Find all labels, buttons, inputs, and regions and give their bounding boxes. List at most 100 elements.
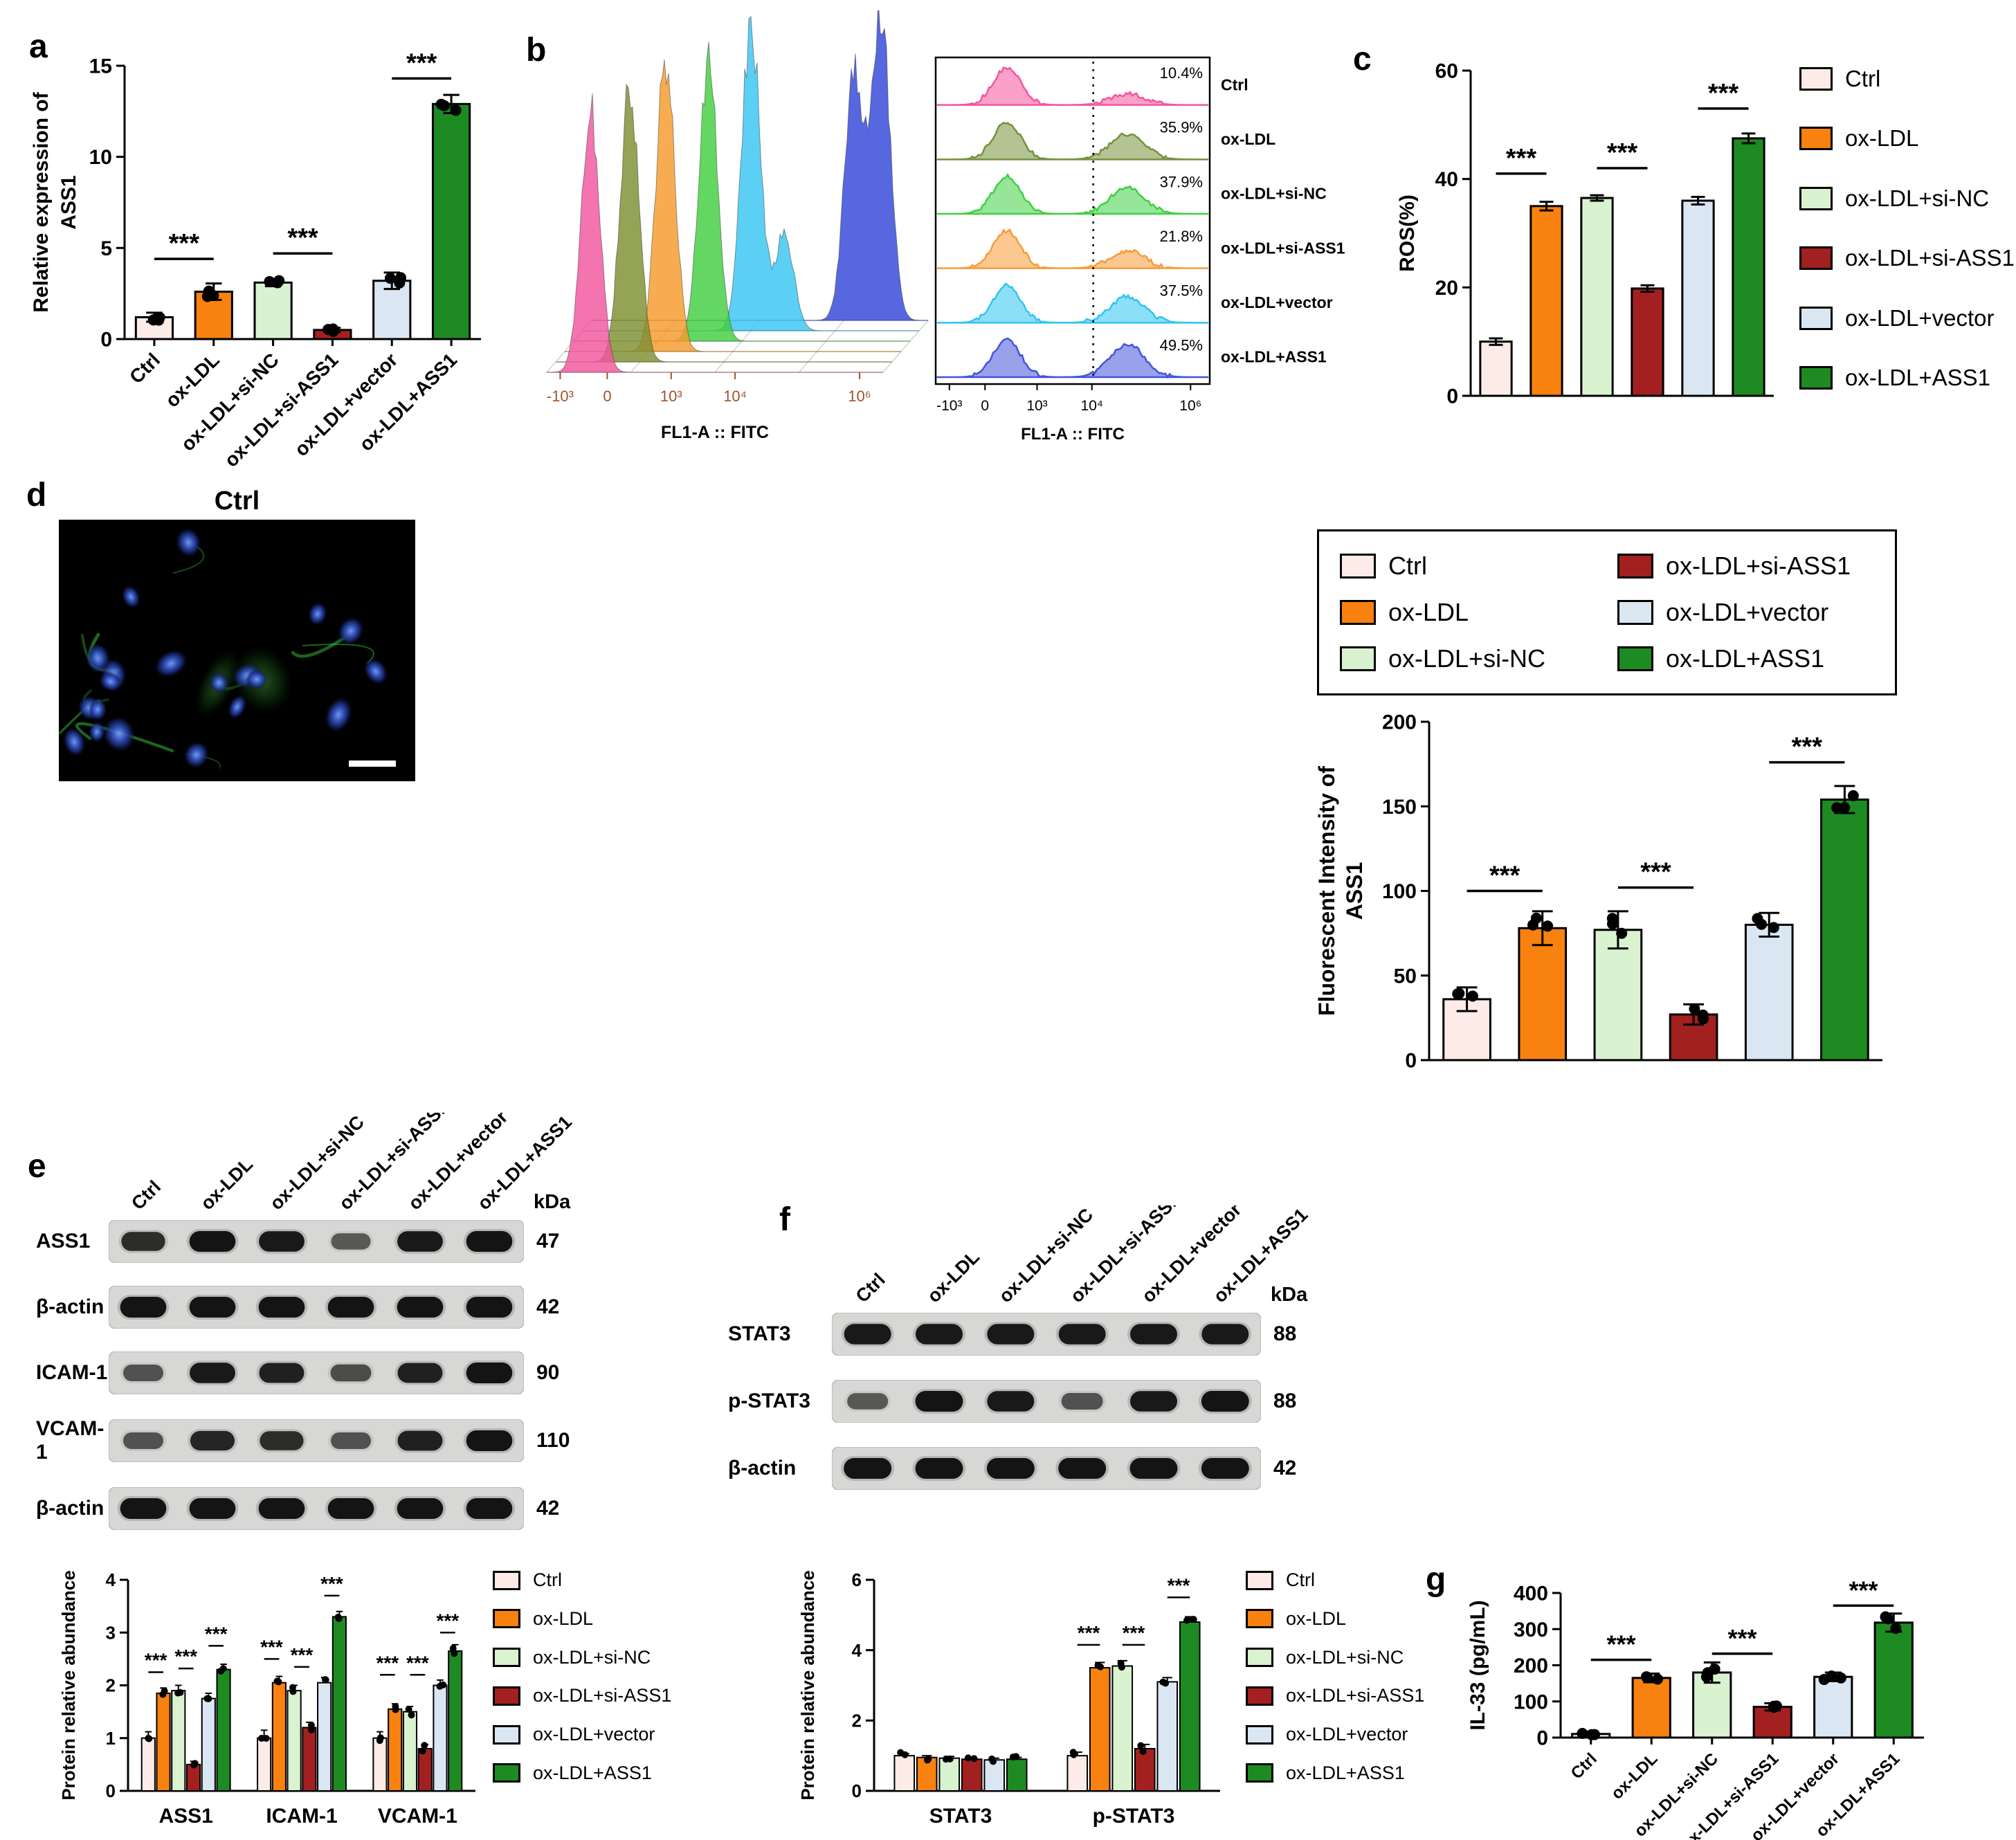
blot-band bbox=[1129, 1458, 1178, 1479]
bar-ox-LDL+vector bbox=[1744, 923, 1794, 1062]
legend-item-ox-LDL: ox-LDL bbox=[1246, 1608, 1453, 1630]
svg-text:VCAM-1: VCAM-1 bbox=[378, 1805, 457, 1828]
legend-protein-abundance-adhesion: Ctrl ox-LDL ox-LDL+si-NC ox-LDL+si-ASS1 ox-L… bbox=[493, 1569, 700, 1784]
blot-kda-value: 42 bbox=[536, 1295, 560, 1318]
legend-label: ox-LDL+si-NC bbox=[533, 1646, 651, 1668]
legend-swatch bbox=[1246, 1648, 1273, 1668]
blot-row-β-actin: β-actin 42 bbox=[36, 1286, 590, 1329]
panel-letter-a: a bbox=[29, 28, 48, 65]
scale-bar bbox=[349, 760, 396, 767]
blot-band bbox=[260, 1431, 304, 1450]
data-point bbox=[1097, 1663, 1105, 1670]
blot-kda-value: 42 bbox=[536, 1497, 560, 1520]
data-point bbox=[1880, 1611, 1891, 1623]
svg-text:3: 3 bbox=[106, 1622, 116, 1643]
nucleus bbox=[245, 668, 269, 690]
bar-ox-LDL bbox=[1529, 205, 1563, 397]
svg-text:***: *** bbox=[145, 1649, 167, 1670]
blot-band bbox=[466, 1297, 513, 1318]
legend-label: ox-LDL+vector bbox=[1845, 304, 1995, 331]
data-point bbox=[449, 1645, 457, 1652]
svg-text:***: *** bbox=[1640, 858, 1671, 887]
blot-kda-value: 88 bbox=[1273, 1390, 1297, 1412]
legend-item-ox-LDL+ASS1: ox-LDL+ASS1 bbox=[493, 1762, 700, 1784]
blot-band bbox=[847, 1393, 889, 1410]
legend-item-Ctrl: Ctrl bbox=[1799, 66, 2015, 92]
legend-swatch bbox=[1246, 1686, 1273, 1706]
svg-text:Protein relative abundance: Protein relative abundance bbox=[58, 1570, 79, 1800]
legend-swatch bbox=[1340, 553, 1376, 579]
panel-a-svg: 0 5 10 15 Relative expression of ASS1 Ctrl ox-L… bbox=[30, 48, 481, 471]
data-point bbox=[392, 1706, 399, 1713]
blot-row-ASS1: ASS1 47 bbox=[36, 1220, 590, 1263]
legend-swatch bbox=[1799, 127, 1833, 151]
svg-text:ox-LDL+vector: ox-LDL+vector bbox=[290, 349, 401, 460]
data-point bbox=[395, 272, 407, 284]
data-point bbox=[376, 1737, 383, 1745]
ridge-curve-Ctrl bbox=[936, 66, 1209, 107]
data-point bbox=[257, 1735, 265, 1742]
svg-text:ox-LDL+si-ASS1: ox-LDL+si-ASS1 bbox=[1221, 239, 1345, 257]
svg-text:***: *** bbox=[291, 1644, 314, 1666]
svg-text:0: 0 bbox=[852, 1780, 862, 1801]
legend-item-ox-LDL: ox-LDL bbox=[1340, 598, 1569, 627]
blot-band bbox=[190, 1363, 235, 1383]
blot-protein-label: β-actin bbox=[728, 1457, 797, 1479]
legend-item-ox-LDL+si-NC: ox-LDL+si-NC bbox=[1246, 1647, 1453, 1668]
svg-text:50: 50 bbox=[1394, 965, 1417, 987]
nucleus bbox=[63, 727, 86, 757]
bar-ox-LDL+si-NC bbox=[1580, 197, 1614, 397]
blot-row-β-actin: β-actin 42 bbox=[36, 1487, 590, 1530]
bar-ox-LDL+vector bbox=[1681, 199, 1715, 397]
legend-fluorescence: Ctrl ox-LDL ox-LDL+si-NC ox-LDL+si-ASS1 ox-L… bbox=[1317, 529, 1897, 695]
nucleus bbox=[228, 695, 247, 719]
legend-swatch bbox=[1246, 1763, 1273, 1783]
blot-band bbox=[397, 1498, 444, 1519]
data-point bbox=[275, 1678, 282, 1686]
data-point bbox=[450, 104, 462, 116]
panel-e-chart-svg: 0 1 2 3 4 Protein relative abundance ASS1 ICAM-… bbox=[58, 1569, 475, 1828]
panel-letter-g: g bbox=[1426, 1561, 1446, 1598]
bar-ox-LDL+si-ASS1 bbox=[302, 1727, 317, 1792]
data-point bbox=[145, 1735, 153, 1742]
legend-item-Ctrl: Ctrl bbox=[493, 1569, 700, 1591]
bar-ox-LDL+si-NC bbox=[402, 1711, 418, 1792]
nucleus bbox=[325, 697, 353, 732]
svg-text:STAT3: STAT3 bbox=[929, 1805, 992, 1828]
svg-text:0: 0 bbox=[100, 329, 112, 352]
blot-band bbox=[397, 1363, 443, 1383]
legend-swatch bbox=[1340, 646, 1376, 672]
data-point bbox=[1768, 1702, 1780, 1713]
legend-label: ox-LDL+vector bbox=[1665, 597, 1829, 626]
svg-text:2: 2 bbox=[852, 1710, 862, 1731]
svg-text:ox-LDL: ox-LDL bbox=[1608, 1749, 1662, 1803]
micro-title: Ctrl bbox=[214, 486, 260, 516]
data-point bbox=[1652, 1673, 1664, 1685]
data-point bbox=[289, 1684, 296, 1691]
blot-band bbox=[915, 1458, 963, 1479]
svg-text:-10³: -10³ bbox=[547, 388, 574, 405]
svg-text:***: *** bbox=[169, 229, 200, 258]
legend-item-ox-LDL+si-NC: ox-LDL+si-NC bbox=[493, 1647, 700, 1668]
data-point bbox=[435, 98, 447, 110]
svg-text:Ctrl: Ctrl bbox=[1221, 75, 1248, 93]
blot-band bbox=[327, 1498, 374, 1519]
data-point bbox=[1452, 988, 1464, 1000]
blot-kda-value: 90 bbox=[536, 1361, 560, 1384]
blot-band bbox=[397, 1231, 443, 1252]
data-point bbox=[1139, 1748, 1147, 1756]
data-point bbox=[970, 1755, 978, 1762]
panel-c-svg: 0 20 40 60 ROS(%) *** *** *** bbox=[1396, 60, 1774, 408]
blot-row-β-actin: β-actin 42 bbox=[728, 1447, 1327, 1490]
nucleus bbox=[102, 716, 136, 752]
western-blot-stat3: Ctrl ox-LDL ox-LDL+si-NC ox-LDL+si-ASS1 ox-L… bbox=[728, 1189, 1327, 1514]
legend-swatch bbox=[493, 1724, 520, 1745]
data-point bbox=[203, 1695, 211, 1702]
svg-text:***: *** bbox=[260, 1636, 283, 1657]
ridge-curve-ox-LDL+si-NC bbox=[937, 172, 1209, 215]
svg-text:5: 5 bbox=[100, 237, 112, 260]
blot-protein-label: ASS1 bbox=[36, 1230, 91, 1253]
panel-letter-e: e bbox=[28, 1148, 46, 1185]
svg-text:***: *** bbox=[406, 48, 437, 78]
svg-text:***: *** bbox=[1606, 1630, 1635, 1659]
